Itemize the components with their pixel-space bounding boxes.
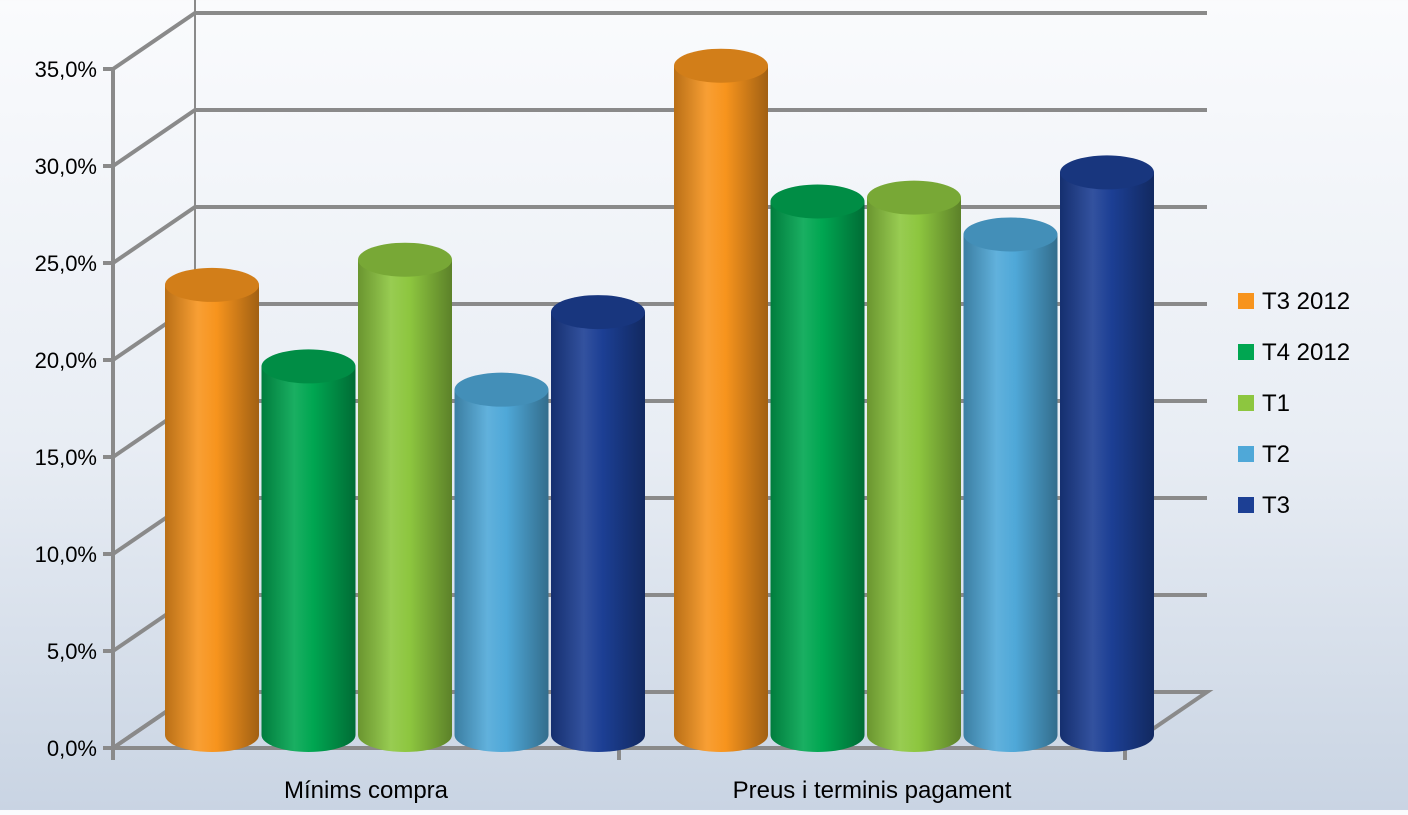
bar bbox=[770, 184, 865, 752]
legend-item: T3 2012 bbox=[1238, 288, 1350, 315]
legend-swatch bbox=[1238, 344, 1254, 360]
legend-swatch bbox=[1238, 293, 1254, 309]
bar bbox=[454, 372, 549, 752]
y-tick-label: 10,0% bbox=[35, 542, 97, 567]
y-axis-labels: 0,0% 5,0% 10,0% 15,0% 20,0% 25,0% 30,0% 35,0% bbox=[35, 57, 97, 761]
y-tick-label: 5,0% bbox=[47, 639, 97, 664]
bars bbox=[165, 48, 1154, 753]
y-tick-label: 15,0% bbox=[35, 445, 97, 470]
bar-top bbox=[261, 349, 356, 384]
legend-item: T4 2012 bbox=[1238, 339, 1350, 366]
legend-swatch bbox=[1238, 497, 1254, 513]
y-tick-label: 0,0% bbox=[47, 736, 97, 761]
bar-top bbox=[165, 267, 259, 302]
legend-swatch bbox=[1238, 446, 1254, 462]
bar-body bbox=[454, 389, 549, 752]
bar bbox=[551, 295, 645, 752]
x-category-label: Preus i terminis pagament bbox=[733, 777, 1012, 804]
bar-top bbox=[454, 372, 549, 407]
bar-top bbox=[963, 217, 1058, 252]
y-tick-label: 25,0% bbox=[35, 251, 97, 276]
bar-body bbox=[1060, 172, 1154, 752]
bar-body bbox=[551, 312, 645, 752]
bar-top bbox=[770, 184, 865, 219]
bar-body bbox=[165, 284, 259, 752]
legend-label: T1 bbox=[1262, 390, 1290, 417]
bar bbox=[261, 349, 356, 752]
bar bbox=[963, 217, 1058, 753]
bar-body bbox=[867, 197, 961, 752]
bar-body bbox=[358, 259, 452, 752]
y-tick-label: 20,0% bbox=[35, 348, 97, 373]
legend-item: T3 bbox=[1238, 492, 1290, 519]
bar-body bbox=[770, 201, 865, 752]
bar bbox=[165, 267, 259, 752]
bar-top bbox=[674, 48, 768, 83]
gridline bbox=[111, 11, 1207, 71]
bar bbox=[358, 242, 452, 752]
legend-label: T4 2012 bbox=[1262, 339, 1350, 366]
bar-body bbox=[963, 234, 1058, 753]
gridline bbox=[111, 108, 1207, 168]
legend-label: T3 2012 bbox=[1262, 288, 1350, 315]
bar-top bbox=[1060, 155, 1154, 190]
x-axis-labels: Mínims compra Preus i terminis pagament bbox=[284, 777, 1012, 804]
bar bbox=[867, 180, 961, 752]
bar-top bbox=[551, 295, 645, 330]
y-tick-label: 35,0% bbox=[35, 57, 97, 82]
bar-body bbox=[261, 366, 356, 752]
legend-swatch bbox=[1238, 395, 1254, 411]
legend-item: T2 bbox=[1238, 441, 1290, 468]
bar-top bbox=[867, 180, 961, 215]
bar bbox=[674, 48, 768, 752]
legend-label: T2 bbox=[1262, 441, 1290, 468]
bar bbox=[1060, 155, 1154, 752]
y-tick-label: 30,0% bbox=[35, 154, 97, 179]
legend-label: T3 bbox=[1262, 492, 1290, 519]
legend-item: T1 bbox=[1238, 390, 1290, 417]
bar-body bbox=[674, 65, 768, 752]
legend: T3 2012 T4 2012 T1 T2 T3 bbox=[1238, 288, 1350, 519]
bar-top bbox=[358, 242, 452, 277]
x-category-label: Mínims compra bbox=[284, 777, 449, 804]
